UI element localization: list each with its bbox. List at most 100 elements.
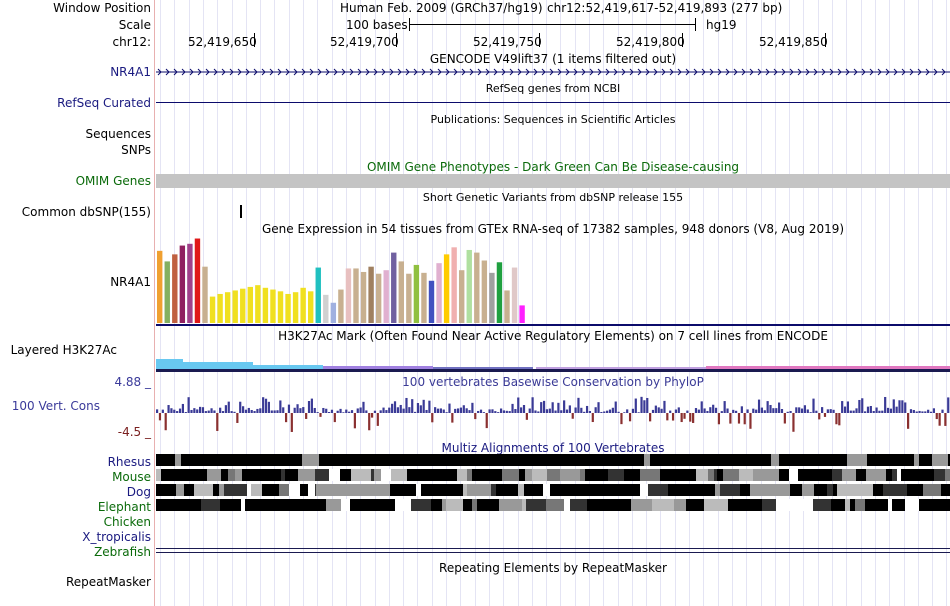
track-label-refseq[interactable]: RefSeq Curated: [57, 96, 151, 110]
strand-chevron: [405, 68, 410, 76]
multiz-alignment-block: [285, 469, 298, 481]
multiz-alignment-block: [396, 484, 416, 496]
track-label-gencode[interactable]: NR4A1: [110, 65, 151, 79]
strand-chevron: [365, 68, 370, 76]
species-label-rhesus[interactable]: Rhesus: [107, 455, 151, 469]
multiz-alignment-block: [914, 454, 919, 466]
strand-chevron: [493, 68, 498, 76]
track-label-publications[interactable]: Sequences: [85, 127, 151, 141]
phylop-score-bar: [798, 407, 801, 413]
phylop-score-bar: [769, 404, 772, 413]
h3k27ac-signal[interactable]: [156, 355, 950, 373]
track-label-repeatmasker[interactable]: RepeatMasker: [65, 575, 151, 589]
multiz-alignment-block: [247, 484, 251, 496]
gencode-gene-nr4a1[interactable]: [156, 67, 950, 77]
phylop-score-bar: [752, 408, 755, 413]
multiz-alignment-block: [652, 499, 674, 511]
multiz-alignment-block: [569, 454, 579, 466]
track-label-dbsnp[interactable]: Common dbSNP(155): [21, 205, 151, 219]
strand-chevron: [709, 68, 714, 76]
phylop-conservation-plot[interactable]: [156, 389, 950, 437]
phylop-score-bar: [631, 408, 635, 413]
multiz-alignment-block: [708, 469, 714, 481]
phylop-score-bar: [603, 411, 606, 413]
phylop-score-bar: [348, 411, 351, 413]
multiz-alignment-block: [348, 454, 365, 466]
multiz-alignment-block: [281, 469, 285, 481]
multiz-alignment-block: [545, 454, 565, 466]
track-label-phylop[interactable]: 100 Vert. Cons: [11, 399, 100, 413]
phylop-score-bar: [620, 413, 623, 425]
chrom-label: chr12:: [112, 35, 151, 49]
phylop-score-bar: [789, 411, 792, 413]
phylop-score-bar: [373, 410, 377, 413]
phylop-score-bar: [164, 413, 167, 431]
multiz-alignment-block: [657, 454, 667, 466]
multiz-alignment-block: [631, 499, 652, 511]
multiz-alignment-block: [831, 499, 845, 511]
omim-feature-bar[interactable]: [156, 174, 950, 188]
species-label-xtropicalis[interactable]: X_tropicalis: [82, 530, 151, 544]
strand-chevron: [437, 68, 442, 76]
multiz-alignment-rows[interactable]: [156, 454, 950, 556]
multiz-alignment-block: [446, 499, 463, 511]
phylop-score-bar: [694, 408, 698, 413]
multiz-alignment-block: [411, 499, 431, 511]
species-label-elephant[interactable]: Elephant: [97, 500, 151, 514]
gtex-baseline: [156, 324, 950, 326]
multiz-alignment-block: [883, 484, 907, 496]
track-label-h3k27ac[interactable]: Layered H3K27Ac: [10, 343, 117, 357]
phylop-score-bar: [772, 408, 775, 413]
strand-chevron: [693, 68, 698, 76]
gtex-tissue-bar: [247, 286, 253, 323]
phylop-score-bar: [915, 411, 918, 413]
multiz-alignment-block: [524, 484, 543, 496]
phylop-score-bar: [560, 410, 563, 413]
phylop-score-bar: [196, 409, 199, 413]
species-label-dog[interactable]: Dog: [126, 485, 151, 499]
multiz-alignment-block: [224, 484, 247, 496]
species-label-zebrafish[interactable]: Zebrafish: [94, 545, 151, 559]
phylop-score-bar: [462, 405, 465, 413]
strand-chevron: [821, 68, 826, 76]
phylop-score-bar: [909, 409, 913, 413]
refseq-gene-line[interactable]: [156, 102, 950, 103]
species-label-chicken[interactable]: Chicken: [103, 515, 151, 529]
phylop-score-bar: [571, 413, 574, 419]
multiz-alignment-block: [207, 469, 221, 481]
multiz-alignment-block: [886, 469, 892, 481]
multiz-alignment-block: [667, 454, 671, 466]
track-label-gtex[interactable]: NR4A1: [110, 275, 151, 289]
phylop-track-title: 100 vertebrates Basewise Conservation by…: [402, 375, 704, 389]
multiz-alignment-block: [811, 469, 832, 481]
ruler-tick-mark: [396, 33, 397, 47]
h3k27ac-peak: [706, 366, 950, 369]
track-label-omim[interactable]: OMIM Genes: [75, 174, 151, 188]
strand-chevron: [173, 68, 178, 76]
multiz-alignment-block: [867, 454, 890, 466]
h3k27ac-peak: [536, 367, 706, 369]
phylop-score-bar: [479, 409, 483, 413]
track-data-area[interactable]: Human Feb. 2009 (GRCh37/hg19) chr12:52,4…: [156, 0, 950, 606]
strand-chevron: [829, 68, 834, 76]
multiz-alignment-block: [452, 484, 460, 496]
dbsnp-variant-mark[interactable]: [240, 205, 242, 218]
phylop-score-bar: [809, 412, 812, 413]
multiz-alignment-block: [901, 469, 918, 481]
multiz-alignment-block: [463, 499, 472, 511]
multiz-alignment-block: [442, 499, 446, 511]
track-label-snps[interactable]: SNPs: [121, 143, 151, 157]
multiz-alignment-block: [263, 499, 287, 511]
phylop-score-bar: [855, 408, 858, 413]
species-label-mouse[interactable]: Mouse: [112, 470, 151, 484]
phylop-score-bar: [841, 401, 844, 413]
strand-chevron: [797, 68, 802, 76]
phylop-score-bar: [852, 410, 855, 413]
gtex-expression-chart[interactable]: [156, 237, 950, 327]
multiz-alignment-block: [326, 499, 341, 511]
strand-chevron: [293, 68, 298, 76]
phylop-score-bar: [247, 407, 250, 413]
strand-chevron: [573, 68, 578, 76]
phylop-score-bar: [359, 407, 362, 413]
